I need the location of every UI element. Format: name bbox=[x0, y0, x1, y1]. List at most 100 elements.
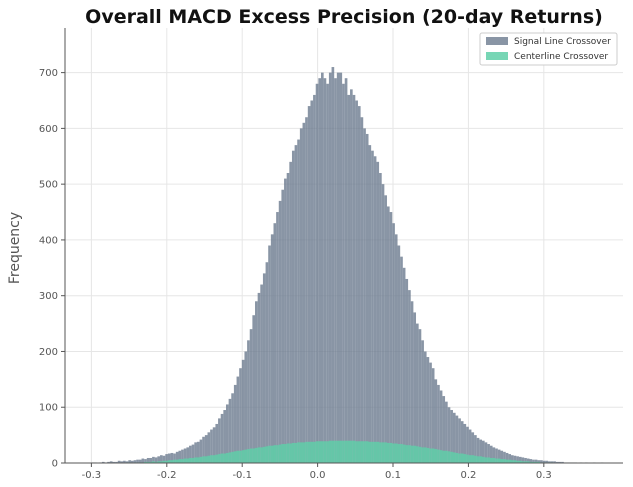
histogram-bar bbox=[173, 459, 176, 463]
histogram-bar bbox=[157, 461, 161, 463]
histogram-bar bbox=[109, 461, 113, 463]
legend-label-centerline: Centerline Crossover bbox=[514, 52, 608, 62]
histogram-bar bbox=[442, 450, 446, 463]
histogram-bar bbox=[181, 459, 184, 463]
histogram-bar bbox=[495, 458, 498, 463]
histogram-bar bbox=[310, 100, 314, 463]
histogram-bar bbox=[202, 456, 205, 463]
histogram-bar bbox=[101, 461, 105, 463]
histogram-bar bbox=[384, 195, 387, 464]
histogram-bar bbox=[384, 442, 387, 463]
histogram-bar bbox=[141, 458, 145, 463]
histogram-bar bbox=[421, 340, 424, 463]
histogram-bar bbox=[426, 447, 430, 463]
histogram-bar bbox=[500, 459, 504, 463]
histogram-bar bbox=[516, 456, 519, 463]
histogram-bar bbox=[210, 455, 213, 463]
histogram-bar bbox=[202, 436, 205, 463]
histogram-bar bbox=[331, 67, 335, 464]
histogram-bar bbox=[442, 396, 446, 463]
histogram-bar bbox=[474, 435, 477, 463]
histogram-bar bbox=[394, 443, 398, 463]
histogram-bar bbox=[365, 441, 369, 463]
histogram-bar bbox=[439, 390, 443, 463]
histogram-bar bbox=[255, 447, 258, 463]
histogram-bar bbox=[447, 407, 451, 463]
histogram-bar bbox=[215, 454, 219, 463]
y-axis-label: Frequency bbox=[7, 212, 23, 284]
histogram-bar bbox=[392, 443, 395, 463]
histogram-bar bbox=[323, 441, 327, 463]
histogram-bar bbox=[553, 461, 556, 463]
histogram-bar bbox=[225, 404, 229, 463]
histogram-bar bbox=[445, 450, 448, 463]
histogram-bar bbox=[154, 461, 158, 463]
histogram-bar bbox=[165, 454, 168, 463]
histogram-bar bbox=[278, 444, 282, 463]
histogram-bar bbox=[410, 301, 414, 463]
histogram-bar bbox=[196, 457, 200, 463]
histogram-bar bbox=[138, 459, 142, 463]
histogram-bar bbox=[376, 441, 380, 463]
histogram-bar bbox=[468, 455, 472, 463]
histogram-bar bbox=[476, 437, 480, 463]
histogram-bar bbox=[450, 451, 453, 463]
histogram-bar bbox=[207, 455, 211, 463]
histogram-bar bbox=[511, 460, 514, 463]
histogram-bar bbox=[495, 448, 498, 463]
histogram-bar bbox=[146, 457, 150, 463]
histogram-bar bbox=[149, 461, 153, 463]
histogram-bar bbox=[212, 455, 216, 463]
histogram-bar bbox=[352, 440, 356, 463]
histogram-bar bbox=[252, 315, 256, 463]
histogram-bar bbox=[471, 455, 475, 463]
histogram-bar bbox=[276, 445, 279, 463]
histogram-bar bbox=[334, 440, 337, 463]
histogram-bar bbox=[381, 184, 385, 463]
histogram-bar bbox=[239, 368, 242, 463]
histogram-bar bbox=[413, 312, 417, 463]
histogram-bar bbox=[278, 200, 282, 463]
histogram-bar bbox=[310, 441, 314, 463]
histogram-bar bbox=[315, 83, 319, 464]
histogram-bar bbox=[294, 145, 298, 463]
histogram-bar bbox=[360, 441, 364, 463]
histogram-bar bbox=[516, 460, 519, 463]
histogram-bar bbox=[218, 418, 221, 463]
histogram-bar bbox=[434, 449, 438, 463]
histogram-bar bbox=[231, 393, 234, 463]
histogram-bar bbox=[220, 453, 224, 463]
histogram-bar bbox=[273, 445, 277, 463]
histogram-bar bbox=[326, 83, 329, 464]
histogram-bar bbox=[413, 445, 417, 463]
series-0 bbox=[91, 67, 604, 464]
histogram-bar bbox=[431, 368, 435, 463]
histogram-bar bbox=[437, 449, 440, 463]
histogram-bar bbox=[534, 459, 538, 463]
histogram-bar bbox=[247, 449, 250, 463]
histogram-bar bbox=[220, 413, 224, 463]
histogram-bar bbox=[321, 441, 324, 463]
histogram-bar bbox=[225, 452, 229, 463]
histogram-bar bbox=[247, 340, 250, 463]
histogram-bar bbox=[299, 128, 303, 463]
histogram-bar bbox=[455, 452, 459, 463]
histogram-bar bbox=[342, 83, 345, 464]
y-tick-label: 200 bbox=[39, 347, 58, 358]
histogram-bar bbox=[284, 444, 287, 463]
histogram-bar bbox=[487, 457, 490, 463]
histogram-bar bbox=[402, 444, 406, 463]
histogram-bar bbox=[130, 460, 134, 463]
histogram-bar bbox=[505, 459, 509, 463]
histogram-bar bbox=[276, 212, 279, 463]
histogram-bar bbox=[291, 442, 295, 463]
histogram-bar bbox=[186, 447, 190, 463]
histogram-bar bbox=[365, 133, 369, 463]
legend-label-signal-line: Signal Line Crossover bbox=[514, 37, 611, 47]
histogram-bar bbox=[508, 459, 512, 463]
histogram-bar bbox=[336, 72, 340, 463]
histogram-bar bbox=[149, 457, 153, 463]
histogram-bar bbox=[241, 359, 245, 463]
histogram-bar bbox=[458, 418, 461, 463]
y-tick-label: 500 bbox=[39, 180, 58, 191]
